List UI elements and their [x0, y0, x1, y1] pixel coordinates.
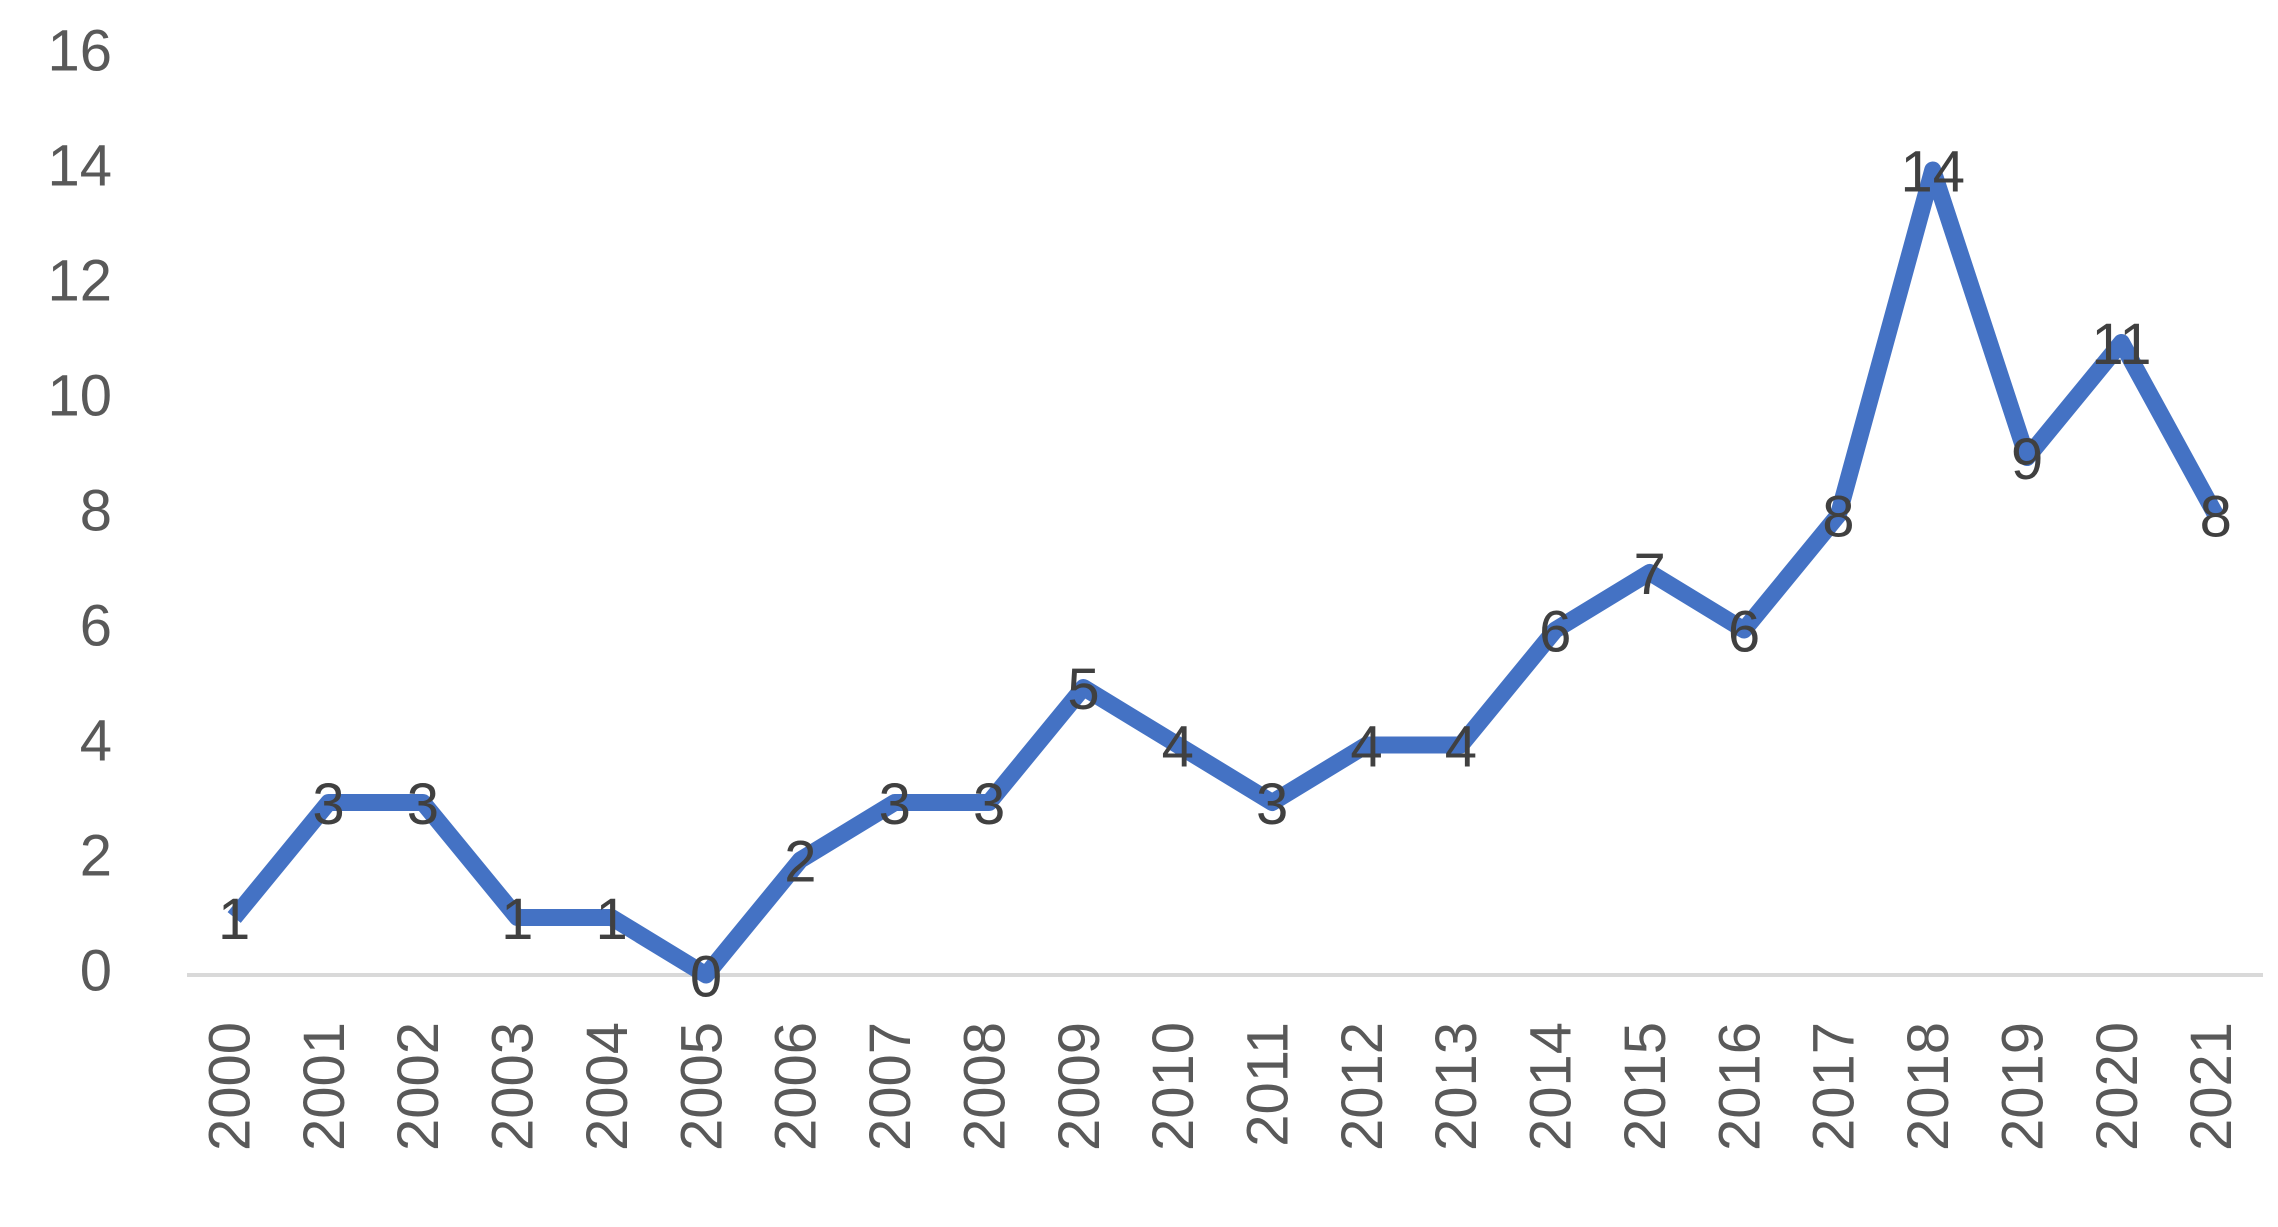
x-tick-label: 2000: [198, 1022, 263, 1151]
data-label: 1: [218, 887, 250, 952]
x-tick-label: 2017: [1802, 1022, 1867, 1151]
data-label: 4: [1162, 714, 1194, 779]
x-tick-label: 2011: [1236, 1022, 1301, 1147]
data-label: 3: [879, 772, 911, 837]
data-label: 3: [312, 772, 344, 837]
x-tick-label: 2005: [669, 1022, 734, 1151]
data-label: 6: [1728, 599, 1760, 664]
x-tick-label: 2006: [764, 1022, 829, 1151]
data-label: 2: [784, 829, 816, 894]
x-tick-label: 2001: [292, 1022, 357, 1151]
y-tick-label: 8: [80, 478, 112, 543]
x-tick-label: 2021: [2179, 1022, 2244, 1151]
data-label: 6: [1539, 599, 1571, 664]
data-label: 9: [2011, 427, 2043, 492]
data-label: 4: [1445, 714, 1477, 779]
data-label: 7: [1634, 542, 1666, 607]
data-label: 8: [1822, 484, 1854, 549]
x-tick-label: 2020: [2085, 1022, 2150, 1151]
y-tick-label: 2: [80, 823, 112, 888]
data-label: 5: [1067, 657, 1099, 722]
x-tick-label: 2019: [1990, 1022, 2055, 1151]
data-label: 3: [407, 772, 439, 837]
y-tick-label: 14: [47, 133, 112, 198]
y-tick-label: 0: [80, 938, 112, 1003]
data-label: 14: [1900, 139, 1965, 204]
data-label: 0: [690, 944, 722, 1009]
x-tick-label: 2008: [952, 1022, 1017, 1151]
x-tick-label: 2018: [1896, 1022, 1961, 1151]
data-label: 11: [2091, 312, 2151, 377]
x-tick-label: 2015: [1613, 1022, 1678, 1151]
x-tick-label: 2014: [1519, 1022, 1584, 1151]
x-tick-label: 2010: [1141, 1022, 1206, 1151]
x-tick-label: 2007: [858, 1022, 923, 1151]
data-label: 1: [501, 887, 533, 952]
y-tick-label: 12: [47, 248, 112, 313]
y-tick-label: 4: [80, 708, 112, 773]
x-tick-label: 2009: [1047, 1022, 1112, 1151]
data-label: 8: [2200, 484, 2232, 549]
y-tick-label: 6: [80, 593, 112, 658]
y-tick-label: 10: [47, 363, 112, 428]
data-label: 4: [1350, 714, 1382, 779]
x-tick-label: 2012: [1330, 1022, 1395, 1151]
data-label: 3: [973, 772, 1005, 837]
data-label: 1: [596, 887, 628, 952]
y-tick-label: 16: [47, 18, 112, 83]
x-tick-label: 2003: [481, 1022, 546, 1151]
x-tick-label: 2013: [1424, 1022, 1489, 1151]
x-tick-label: 2002: [386, 1022, 451, 1151]
x-tick-label: 2016: [1707, 1022, 1772, 1151]
line-series: [227, 161, 2224, 984]
x-tick-label: 2004: [575, 1022, 640, 1151]
data-label: 3: [1256, 772, 1288, 837]
